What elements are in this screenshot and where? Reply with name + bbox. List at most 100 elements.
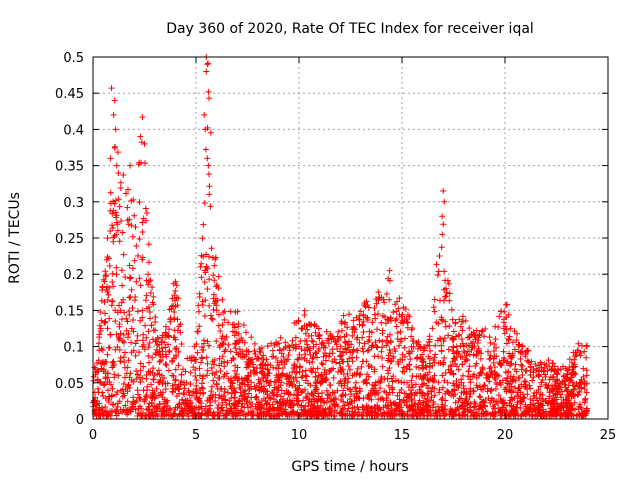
data-point [414, 412, 421, 419]
data-point [463, 352, 470, 359]
data-point [577, 352, 584, 359]
data-point [448, 368, 455, 375]
data-point [441, 407, 448, 414]
data-point [487, 372, 494, 379]
data-point [470, 387, 477, 394]
data-point [484, 388, 491, 395]
data-point [330, 365, 337, 372]
data-point [146, 308, 153, 315]
data-point [441, 377, 448, 384]
data-point [148, 381, 155, 388]
data-point [198, 260, 205, 267]
data-point [357, 308, 364, 315]
data-point [562, 384, 569, 391]
data-point [451, 387, 458, 394]
data-point [407, 356, 414, 363]
data-point [378, 348, 385, 355]
data-point [332, 395, 339, 402]
data-point [196, 372, 203, 379]
data-point [104, 235, 111, 242]
data-point [356, 321, 363, 328]
data-point [461, 349, 468, 356]
data-point [537, 412, 544, 419]
data-point [326, 392, 333, 399]
data-point [106, 344, 113, 351]
data-point [274, 374, 281, 381]
data-point [378, 373, 385, 380]
data-point [346, 366, 353, 373]
data-point [104, 379, 111, 386]
data-point [97, 308, 104, 315]
data-point [142, 393, 149, 400]
data-point [245, 404, 252, 411]
data-point [209, 254, 216, 261]
data-point [503, 377, 510, 384]
data-point [372, 382, 379, 389]
data-point [323, 352, 330, 359]
data-point [583, 380, 590, 387]
data-point [543, 412, 550, 419]
data-point [121, 392, 128, 399]
data-point [275, 412, 282, 419]
data-point [488, 386, 495, 393]
data-point [149, 389, 156, 396]
data-point [515, 393, 522, 400]
data-point [206, 95, 213, 102]
data-point [481, 382, 488, 389]
data-point [537, 359, 544, 366]
data-point [110, 111, 117, 118]
data-point [415, 401, 422, 408]
data-point [149, 409, 156, 416]
data-point [511, 346, 518, 353]
data-point [477, 355, 484, 362]
data-point [273, 365, 280, 372]
data-point [539, 402, 546, 409]
data-point [442, 370, 449, 377]
data-point [130, 196, 137, 203]
data-point [303, 373, 310, 380]
data-point [491, 401, 498, 408]
data-point [202, 269, 209, 276]
data-point [218, 393, 225, 400]
data-point [434, 337, 441, 344]
data-point [149, 284, 156, 291]
data-point [235, 323, 242, 330]
data-point [278, 399, 285, 406]
data-point [581, 348, 588, 355]
data-point [283, 358, 290, 365]
data-point [295, 356, 302, 363]
data-point [335, 368, 342, 375]
data-point [162, 323, 169, 330]
data-point [109, 270, 116, 277]
data-point [568, 374, 575, 381]
data-point [428, 388, 435, 395]
data-point [261, 371, 268, 378]
data-point [115, 410, 122, 417]
data-point [198, 344, 205, 351]
data-point [98, 317, 105, 324]
data-point [387, 350, 394, 357]
data-point [474, 384, 481, 391]
data-point [423, 398, 430, 405]
data-point [453, 363, 460, 370]
data-point [175, 348, 182, 355]
data-point [191, 409, 198, 416]
data-point [172, 376, 179, 383]
data-point [439, 231, 446, 238]
data-point [513, 368, 520, 375]
data-point [353, 336, 360, 343]
data-point [583, 372, 590, 379]
data-point [163, 362, 170, 369]
data-point [267, 362, 274, 369]
data-point [354, 412, 361, 419]
data-point [275, 340, 282, 347]
data-point [154, 370, 161, 377]
data-point [137, 403, 144, 410]
data-point [187, 369, 194, 376]
data-point [384, 316, 391, 323]
data-point [104, 325, 111, 332]
data-point [449, 347, 456, 354]
data-point [290, 376, 297, 383]
data-point [111, 97, 118, 104]
data-point [161, 396, 168, 403]
